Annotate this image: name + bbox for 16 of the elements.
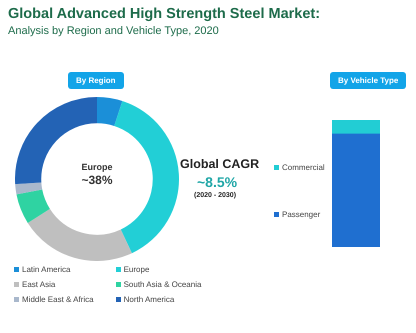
legend-label: Middle East & Africa [22,295,94,304]
chart-subtitle: Analysis by Region and Vehicle Type, 2020 [8,25,219,37]
legend-label: South Asia & Oceania [124,280,202,289]
legend-label: North America [124,295,174,304]
text: By Region [68,72,124,89]
text: ~38% [80,173,114,187]
text: Global CAGR [180,157,260,171]
legend-label: Europe [124,265,150,274]
legend-label: Latin America [22,265,70,274]
legend-label: Commercial [282,163,325,172]
chart-title: Global Advanced High Strength Steel Market: [8,6,320,22]
legend-label: East Asia [22,280,56,289]
text: ~8.5% [197,174,238,190]
legend-label: Passenger [282,210,320,219]
chart-title: By Vehicle Type [330,72,406,89]
text: Europe [80,162,114,172]
